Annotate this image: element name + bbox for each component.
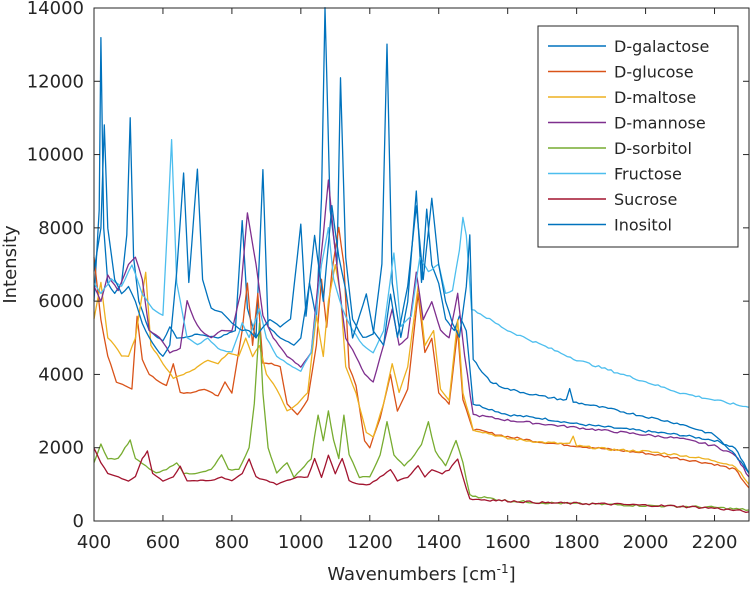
ticks-layer: 400 600 800 1000 1200 1400 1600 1800 2000 2200 0 20… bbox=[27, 0, 749, 553]
legend-label: D-mannose bbox=[614, 114, 706, 133]
legend-items: D-galactose D-glucose D-maltose D-mannose D-… bbox=[548, 37, 709, 235]
x-tick-label: 800 bbox=[215, 532, 249, 553]
series-line-7 bbox=[93, 124, 750, 474]
series-line-4 bbox=[93, 322, 750, 511]
y-tick-label: 4000 bbox=[38, 364, 84, 385]
series-line-3 bbox=[93, 179, 750, 478]
x-tick-label: 1200 bbox=[347, 532, 393, 553]
x-tick-label: 2000 bbox=[623, 532, 669, 553]
x-tick-label: 400 bbox=[77, 532, 111, 553]
legend-label: Sucrose bbox=[614, 190, 677, 209]
y-axis-label: Intensity bbox=[0, 225, 21, 304]
axes-box bbox=[93, 7, 750, 522]
legend-label: D-galactose bbox=[614, 37, 709, 56]
series-line-6 bbox=[93, 447, 750, 514]
x-axis-label-suffix: ] bbox=[509, 564, 516, 585]
legend-label: Inositol bbox=[614, 216, 672, 235]
x-tick-label: 1400 bbox=[416, 532, 462, 553]
y-tick-label: 0 bbox=[73, 511, 84, 532]
y-tick-label: 10000 bbox=[27, 145, 84, 166]
x-tick-label: 600 bbox=[146, 532, 180, 553]
series-line-5 bbox=[93, 138, 750, 409]
x-axis-label-superscript: -1 bbox=[497, 562, 509, 576]
legend-label: D-glucose bbox=[614, 63, 694, 82]
x-axis-label: Wavenumbers [cm-1] bbox=[327, 562, 515, 585]
y-tick-label: 6000 bbox=[38, 291, 84, 312]
x-tick-label: 2200 bbox=[692, 532, 738, 553]
y-tick-label: 12000 bbox=[27, 71, 84, 92]
series-line-1 bbox=[93, 226, 750, 489]
x-tick-label: 1000 bbox=[278, 532, 324, 553]
x-tick-label: 1600 bbox=[485, 532, 531, 553]
series-layer bbox=[93, 6, 750, 514]
x-tick-label: 1800 bbox=[554, 532, 600, 553]
y-tick-label: 8000 bbox=[38, 218, 84, 239]
legend-label: D-sorbitol bbox=[614, 139, 692, 158]
y-tick-label: 2000 bbox=[38, 438, 84, 459]
legend: D-galactose D-glucose D-maltose D-mannose D-… bbox=[537, 25, 739, 248]
legend-label: Fructose bbox=[614, 165, 682, 184]
legend-box bbox=[537, 25, 739, 248]
y-tick-label: 14000 bbox=[27, 0, 84, 19]
x-axis-label-main: Wavenumbers [cm bbox=[327, 564, 496, 585]
legend-label: D-maltose bbox=[614, 88, 696, 107]
series-line-2 bbox=[93, 264, 750, 485]
